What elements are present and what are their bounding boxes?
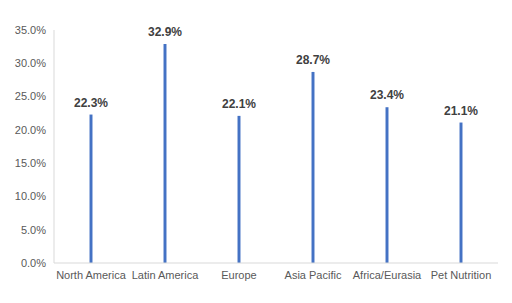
svg-text:20.0%: 20.0% xyxy=(15,124,46,136)
svg-text:10.0%: 10.0% xyxy=(15,190,46,202)
svg-text:Africa/Eurasia: Africa/Eurasia xyxy=(353,269,422,281)
svg-text:Asia Pacific: Asia Pacific xyxy=(285,269,342,281)
svg-text:21.1%: 21.1% xyxy=(444,104,478,118)
svg-text:Pet Nutrition: Pet Nutrition xyxy=(431,269,492,281)
svg-text:22.1%: 22.1% xyxy=(222,97,256,111)
svg-text:28.7%: 28.7% xyxy=(296,53,330,67)
svg-text:22.3%: 22.3% xyxy=(74,96,108,110)
svg-text:32.9%: 32.9% xyxy=(148,25,182,39)
svg-text:25.0%: 25.0% xyxy=(15,90,46,102)
svg-text:North America: North America xyxy=(56,269,127,281)
svg-text:23.4%: 23.4% xyxy=(370,88,404,102)
svg-text:5.0%: 5.0% xyxy=(21,224,46,236)
svg-text:35.0%: 35.0% xyxy=(15,24,46,36)
svg-text:0.0%: 0.0% xyxy=(21,257,46,269)
svg-text:Latin America: Latin America xyxy=(132,269,200,281)
svg-text:15.0%: 15.0% xyxy=(15,157,46,169)
svg-text:30.0%: 30.0% xyxy=(15,57,46,69)
svg-text:Europe: Europe xyxy=(221,269,256,281)
